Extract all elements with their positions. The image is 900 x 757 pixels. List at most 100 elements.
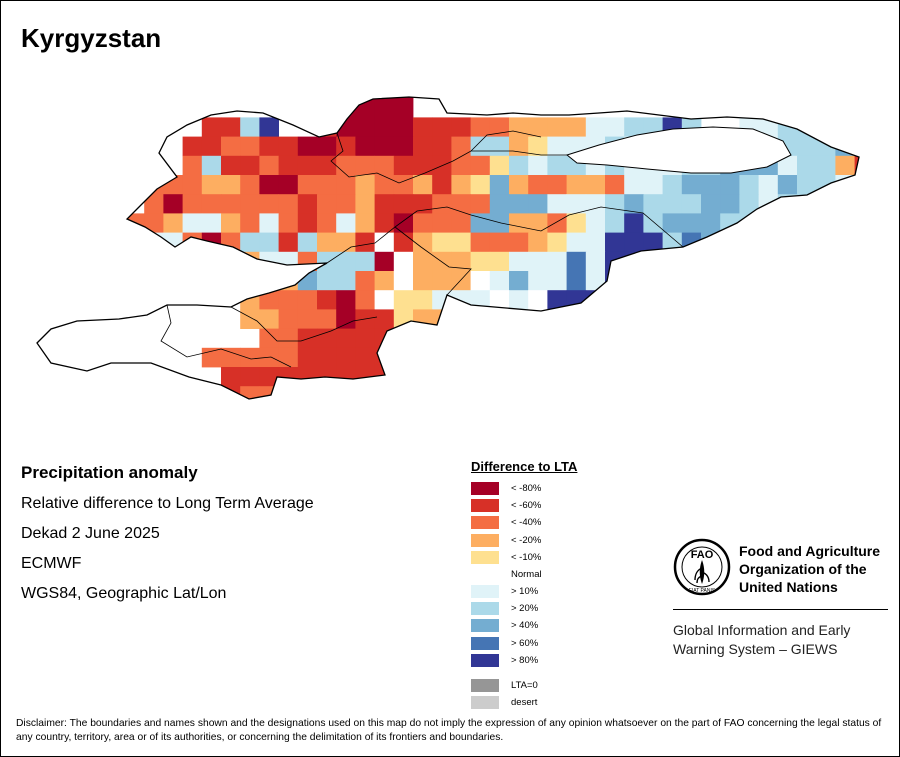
legend: Difference to LTA < -80% < -60% < -40% < -2… <box>471 459 577 711</box>
grid-cell <box>624 290 644 310</box>
grid-cell <box>489 155 510 176</box>
grid-cell <box>643 347 663 368</box>
grid-cell <box>777 117 798 137</box>
grid-cell <box>624 232 644 253</box>
grid-cell <box>393 136 414 157</box>
grid-cell <box>202 405 222 425</box>
grid-cell <box>739 347 759 368</box>
grid-cell <box>163 386 183 399</box>
grid-cell <box>144 251 164 272</box>
grid-cell <box>259 309 279 329</box>
legend-swatch <box>471 619 499 633</box>
grid-cell <box>394 425 414 441</box>
grid-cell <box>278 290 299 310</box>
grid-cell <box>374 367 395 387</box>
grid-cell <box>566 175 587 195</box>
grid-cell <box>259 194 279 214</box>
grid-cell <box>393 155 414 176</box>
grid-cell <box>297 290 318 310</box>
legend-swatch <box>471 516 499 530</box>
grid-cell <box>221 251 241 272</box>
legend-label: < -20% <box>511 534 542 546</box>
grid-cell <box>432 136 452 157</box>
grid-cell <box>528 175 548 195</box>
grid-cell <box>662 251 683 272</box>
grid-cell <box>240 251 260 272</box>
grid-cell <box>701 367 721 387</box>
grid-cell <box>336 175 356 195</box>
grid-cell <box>662 213 683 233</box>
grid-cell <box>240 347 260 368</box>
legend-item: > 10% <box>471 583 577 600</box>
grid-cell <box>470 251 491 272</box>
grid-cell <box>240 232 260 253</box>
grid-cell <box>240 309 260 329</box>
grid-cell <box>297 213 318 233</box>
grid-cell <box>336 155 356 176</box>
grid-cell <box>297 194 318 214</box>
legend-swatch <box>471 499 499 513</box>
grid-cell <box>240 175 260 195</box>
grid-cell <box>374 97 395 99</box>
fao-name: Food and Agriculture Organization of the… <box>739 542 899 596</box>
grid-cell <box>432 213 452 233</box>
legend-item: < -60% <box>471 497 577 514</box>
grid-cell <box>221 136 241 157</box>
grid-cell <box>758 290 779 310</box>
grid-cell <box>87 425 107 441</box>
grid-cell <box>470 155 491 176</box>
grid-cell <box>797 175 817 195</box>
grid-cell <box>566 194 587 214</box>
grid-cell <box>835 155 855 176</box>
grid-cell <box>413 347 433 368</box>
grid-cell <box>662 309 683 329</box>
legend-item: < -20% <box>471 532 577 549</box>
grid-cell <box>87 405 107 425</box>
grid-cell <box>163 175 183 195</box>
legend-swatch <box>471 678 499 692</box>
grid-cell <box>240 194 260 214</box>
grid-cell <box>182 194 203 214</box>
grid-cell <box>547 194 567 214</box>
grid-cell <box>509 232 529 253</box>
grid-cell <box>509 405 529 425</box>
grid-cell <box>720 328 740 349</box>
info-projection: WGS84, Geographic Lat/Lon <box>21 585 227 602</box>
legend-item: > 60% <box>471 635 577 652</box>
grid-cell <box>854 271 859 291</box>
grid-cell <box>547 155 567 176</box>
grid-cell <box>470 175 491 195</box>
grid-cell <box>739 175 759 195</box>
grid-cell <box>605 213 625 233</box>
grid-cell <box>336 232 356 253</box>
grid-cell <box>259 405 279 425</box>
grid-cell <box>240 425 260 441</box>
grid-cell <box>221 425 241 441</box>
grid-cell <box>432 117 452 137</box>
grid-cell <box>547 136 567 157</box>
grid-cell <box>375 425 395 441</box>
grid-cell <box>413 271 433 291</box>
grid-cell <box>720 194 740 214</box>
grid-cell <box>797 213 817 233</box>
map-title: Kyrgyzstan <box>21 23 162 53</box>
grid-cell <box>470 309 491 329</box>
grid-cell <box>182 175 203 195</box>
grid-cell <box>624 175 644 195</box>
grid-cell <box>489 213 510 233</box>
grid-cell <box>336 405 356 425</box>
grid-cell <box>125 425 145 441</box>
grid-cell <box>278 155 299 176</box>
grid-cell <box>681 328 702 349</box>
grid-cell <box>566 328 587 349</box>
grid-cell <box>566 232 587 253</box>
grid-cell <box>835 232 855 253</box>
grid-cell <box>566 271 587 291</box>
grid-cell <box>470 347 491 368</box>
grid-cell <box>355 271 375 291</box>
grid-cell <box>720 251 740 272</box>
grid-cell <box>528 155 548 176</box>
grid-cell <box>393 328 414 349</box>
giews-line-2: Warning System – GIEWS <box>673 641 838 657</box>
grid-cell <box>470 271 491 291</box>
